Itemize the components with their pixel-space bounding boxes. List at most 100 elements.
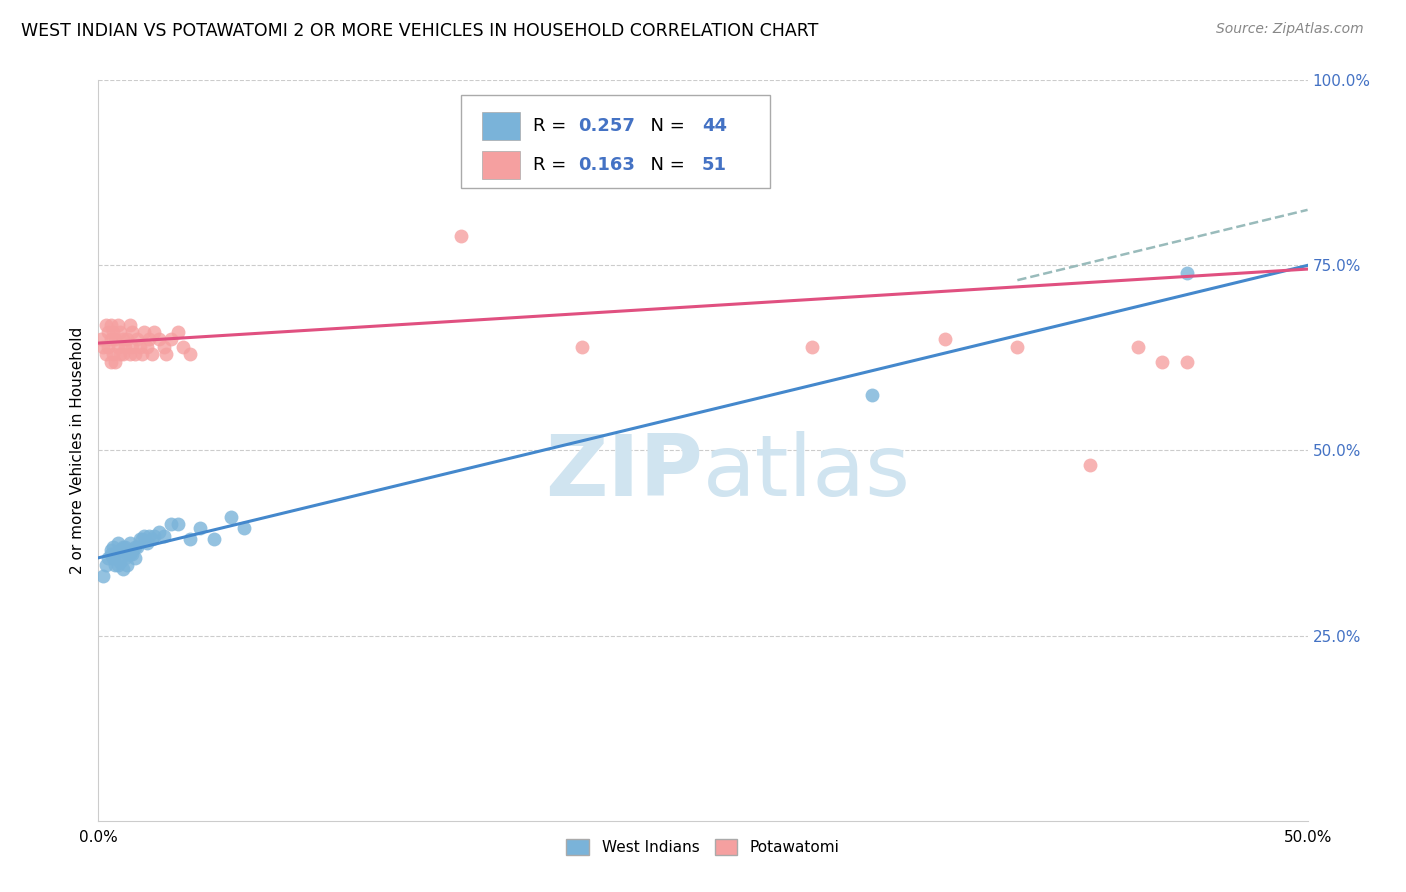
Point [1078, 458, 1101, 473]
Point [135, 536, 157, 550]
Point [128, 533, 150, 547]
Point [100, 318, 122, 332]
Point [571, 340, 593, 354]
Point [124, 540, 146, 554]
Text: 0.163: 0.163 [578, 156, 636, 174]
Point [100, 354, 122, 368]
Point [100, 543, 122, 558]
Point [101, 347, 124, 361]
Point [114, 340, 136, 354]
Text: WEST INDIAN VS POTAWATOMI 2 OR MORE VEHICLES IN HOUSEHOLD CORRELATION CHART: WEST INDIAN VS POTAWATOMI 2 OR MORE VEHI… [21, 22, 818, 40]
Point [101, 540, 124, 554]
Point [160, 332, 183, 346]
Point [1128, 340, 1150, 354]
Text: 51: 51 [702, 156, 727, 174]
Point [117, 558, 139, 573]
Point [121, 340, 143, 354]
Point [135, 340, 157, 354]
Point [111, 347, 134, 361]
Text: 44: 44 [702, 117, 727, 135]
Point [101, 550, 124, 565]
Point [117, 547, 139, 561]
Point [97, 550, 120, 565]
Point [108, 325, 131, 339]
Point [1175, 354, 1198, 368]
Point [94, 347, 117, 361]
Point [800, 340, 823, 354]
Point [121, 543, 143, 558]
Point [108, 555, 131, 569]
Point [104, 354, 127, 368]
Point [172, 340, 194, 354]
Point [104, 332, 127, 346]
Point [128, 340, 150, 354]
Text: N =: N = [638, 117, 690, 135]
Text: 0.257: 0.257 [578, 117, 636, 135]
Point [107, 318, 129, 332]
Point [131, 347, 153, 361]
Point [134, 325, 156, 339]
Point [107, 536, 129, 550]
Text: atlas: atlas [703, 431, 911, 514]
Point [134, 528, 156, 542]
Point [104, 558, 127, 573]
Point [118, 536, 141, 550]
Point [118, 347, 141, 361]
Text: ZIP: ZIP [546, 431, 703, 514]
Point [860, 388, 883, 402]
Point [143, 325, 166, 339]
Point [91, 569, 114, 583]
Point [148, 524, 170, 539]
Point [1175, 266, 1198, 280]
Point [450, 228, 472, 243]
Point [204, 533, 226, 547]
Point [141, 347, 163, 361]
Point [114, 540, 136, 554]
Point [118, 547, 141, 561]
Point [97, 325, 120, 339]
Point [1152, 354, 1174, 368]
Point [107, 340, 129, 354]
Legend: West Indians, Potawatomi: West Indians, Potawatomi [561, 833, 845, 861]
Point [124, 550, 146, 565]
Bar [482, 112, 520, 140]
Point [90, 332, 112, 346]
Point [108, 543, 131, 558]
Point [108, 347, 131, 361]
Point [188, 521, 211, 535]
FancyBboxPatch shape [461, 95, 769, 187]
Point [104, 547, 127, 561]
Point [160, 517, 183, 532]
Point [121, 325, 143, 339]
Y-axis label: 2 or more Vehicles in Household: 2 or more Vehicles in Household [69, 326, 84, 574]
Point [100, 547, 122, 561]
Point [114, 550, 136, 565]
Point [94, 558, 117, 573]
Point [121, 547, 143, 561]
Point [934, 332, 956, 346]
Point [107, 558, 129, 573]
Point [138, 528, 160, 542]
Point [127, 540, 149, 554]
Point [117, 332, 139, 346]
Text: N =: N = [638, 156, 690, 174]
Point [167, 517, 190, 532]
Point [131, 533, 153, 547]
Point [143, 528, 166, 542]
Point [167, 325, 190, 339]
Point [221, 510, 243, 524]
Point [152, 528, 174, 542]
Point [138, 332, 160, 346]
Point [179, 533, 201, 547]
Text: Source: ZipAtlas.com: Source: ZipAtlas.com [1216, 22, 1364, 37]
Point [111, 562, 134, 576]
Point [152, 340, 174, 354]
Point [97, 340, 120, 354]
Point [94, 318, 117, 332]
Point [232, 521, 254, 535]
Point [111, 332, 134, 346]
Point [141, 533, 163, 547]
Bar [482, 151, 520, 179]
Text: R =: R = [533, 156, 571, 174]
Point [111, 540, 134, 554]
